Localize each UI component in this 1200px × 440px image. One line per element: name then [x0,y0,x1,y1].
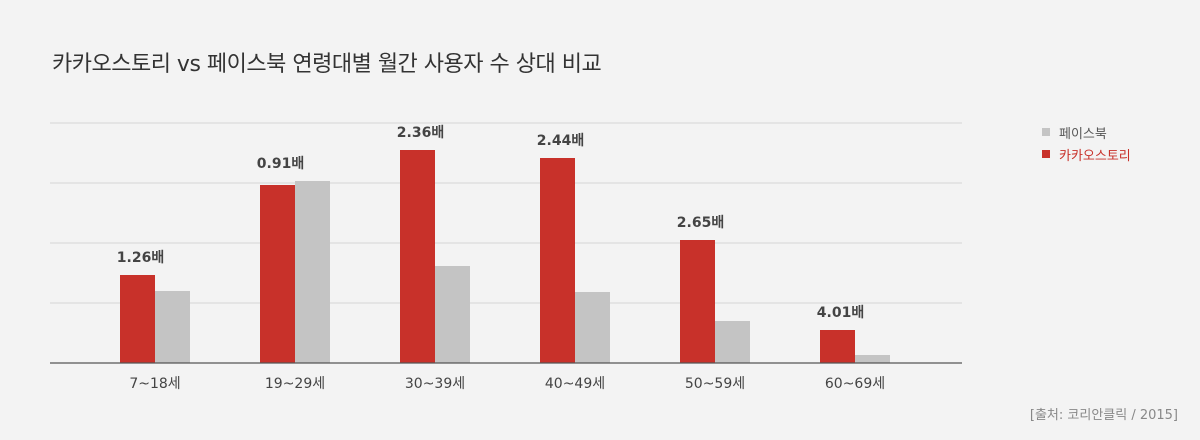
x-tick-label: 40~49세 [545,376,605,392]
bar-facebook [575,292,610,363]
bar-kakaostory [400,150,435,363]
source-note: [출처: 코리안클릭 / 2015] [1029,408,1178,423]
data-label: 4.01배 [817,305,864,321]
bar-facebook [855,355,890,363]
data-label: 2.65배 [677,215,724,231]
bar-kakaostory [820,330,855,363]
x-tick-label: 60~69세 [825,376,885,392]
data-label: 1.26배 [117,250,164,266]
bar-facebook [155,291,190,363]
bar-kakaostory [120,275,155,363]
bar-kakaostory [260,185,295,363]
data-label: 2.36배 [397,125,444,141]
bar-kakaostory [540,158,575,363]
chart-legend: 페이스북 카카오스토리 [1042,121,1131,165]
x-tick-label: 19~29세 [265,376,325,392]
legend-item-kakaostory: 카카오스토리 [1042,143,1131,165]
chart-title: 카카오스토리 vs 페이스북 연령대별 월간 사용자 수 상대 비교 [52,52,602,77]
legend-swatch-kakaostory [1042,150,1050,158]
bar-facebook [715,321,750,363]
bar-facebook [295,181,330,363]
legend-label-facebook: 페이스북 [1059,126,1107,142]
data-label: 0.91배 [257,156,304,172]
x-tick-label: 50~59세 [685,376,745,392]
bar-kakaostory [680,240,715,363]
legend-label-kakaostory: 카카오스토리 [1059,148,1131,164]
bar-facebook [435,266,470,363]
legend-item-facebook: 페이스북 [1042,121,1131,143]
x-tick-label: 7~18세 [129,376,180,392]
legend-swatch-facebook [1042,128,1050,136]
x-tick-label: 30~39세 [405,376,465,392]
data-label: 2.44배 [537,133,584,149]
